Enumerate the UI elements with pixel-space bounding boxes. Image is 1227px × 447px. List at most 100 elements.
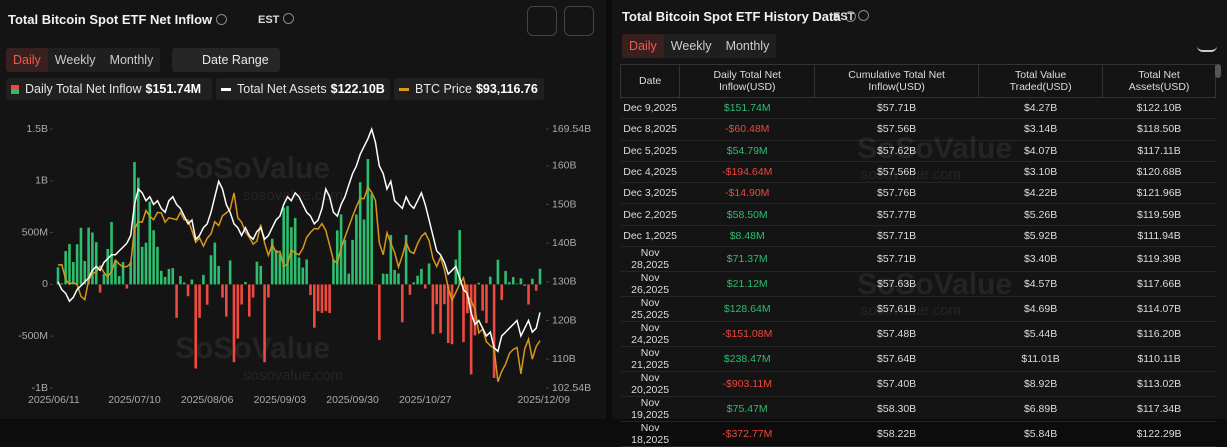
y-tick-label: 0 (42, 278, 48, 290)
table-cell: $57.56B (814, 161, 979, 184)
bar (477, 282, 481, 285)
bar (431, 284, 435, 335)
bar (75, 244, 79, 285)
bar (194, 284, 198, 369)
bar (244, 282, 247, 285)
x-tick-label: 2025/09/03 (254, 394, 307, 406)
table-cell: $3.10B (978, 161, 1103, 184)
tab[interactable]: Weekly (670, 39, 712, 53)
table-cell: $57.76B (814, 182, 979, 205)
table-row: Nov 19,2025 $75.47M $58.30B $6.89B $117.34B (620, 396, 1216, 423)
info-icon[interactable] (283, 13, 295, 24)
column-header: Daily Total Net Inflow(USD) (679, 64, 816, 98)
watermark: sosovalue.com (243, 367, 343, 384)
bar (527, 284, 530, 305)
table-cell: $57.71B (814, 225, 979, 248)
bar (362, 219, 366, 285)
bar (370, 193, 373, 285)
table-row: Nov 28,2025 $71.37M $57.71B $3.40B $119.39B (620, 246, 1216, 273)
table-cell: $118.50B (1102, 118, 1216, 141)
y-tick-label: -1B (32, 382, 48, 394)
y-tick-label: -500M (18, 330, 48, 342)
bar (56, 267, 60, 285)
table-row: Nov 20,2025 -$903.11M $57.40B $8.92B $113.02… (620, 371, 1216, 398)
table-cell: Nov 18,2025 (620, 421, 680, 447)
bar (198, 284, 201, 318)
table-cell: Nov 21,2025 (620, 346, 680, 373)
bar (511, 277, 515, 285)
timezone-text: EST (258, 14, 280, 26)
bar (274, 249, 278, 285)
tab[interactable]: Monthly (725, 39, 770, 53)
y2-tick-label: 110B (552, 353, 576, 365)
table-cell: Nov 28,2025 (620, 246, 680, 273)
download-button[interactable] (1197, 32, 1217, 52)
table-row: Dec 2,2025 $58.50M $57.77B $5.26B $119.59B (620, 203, 1216, 226)
table-cell: Dec 2,2025 (620, 203, 680, 226)
tab[interactable]: Weekly (54, 53, 96, 67)
table-cell: $117.34B (1102, 396, 1216, 423)
bar (209, 255, 213, 285)
legend-item[interactable]: Total Net Assets $122.10B (216, 78, 390, 100)
legend-item[interactable]: Daily Total Net Inflow $151.74M (6, 78, 212, 100)
table-cell: $4.57B (978, 271, 1103, 298)
table-cell: $5.44B (978, 321, 1103, 348)
tab[interactable]: Daily (622, 34, 664, 58)
column-header: Date (619, 64, 681, 98)
bar (152, 230, 155, 285)
column-header: Total Net Assets(USD) (1102, 64, 1216, 98)
title-text: Total Bitcoin Spot ETF History Data (622, 9, 841, 24)
x-tick-label: 2025/09/30 (326, 394, 379, 406)
watermark: sosovalue.com (243, 187, 343, 204)
table-cell: $4.07B (978, 140, 1103, 162)
title-text: Total Bitcoin Spot ETF Net Inflow (8, 12, 213, 27)
table-cell: $122.29B (1102, 421, 1216, 447)
table-cell: $71.37M (679, 246, 815, 273)
info-icon[interactable] (216, 14, 228, 25)
table-cell: $117.66B (1102, 271, 1216, 298)
bar (263, 284, 266, 363)
table-cell: $57.40B (814, 371, 979, 398)
table-cell: $113.02B (1102, 371, 1216, 398)
bar (443, 284, 446, 305)
bar (117, 276, 121, 285)
share-button[interactable] (564, 6, 594, 36)
info-icon[interactable] (858, 10, 870, 21)
timezone: EST (833, 10, 870, 23)
watermark: SoSoValue (175, 332, 330, 365)
table-cell: Dec 4,2025 (620, 161, 680, 184)
date-range-button[interactable]: Date Range (172, 48, 280, 72)
bar (466, 284, 469, 314)
table-cell: $110.11B (1102, 346, 1216, 373)
bar (125, 284, 129, 289)
bar (404, 234, 408, 285)
info-icon[interactable] (844, 11, 856, 22)
legend-item[interactable]: BTC Price $93,116.76 (394, 78, 544, 100)
bar (358, 182, 362, 285)
bar (412, 282, 416, 285)
table-cell: $57.77B (814, 203, 979, 226)
bar (171, 268, 175, 285)
table-cell: $5.26B (978, 203, 1103, 226)
table-cell: $4.69B (978, 296, 1103, 323)
table-cell: $57.56B (814, 118, 979, 141)
table-cell: $122.10B (1102, 97, 1216, 120)
table-cell: $120.68B (1102, 161, 1216, 184)
table-cell: $75.47M (679, 396, 815, 423)
y2-tick-label: 140B (552, 237, 577, 249)
bar (148, 201, 152, 285)
bar (79, 227, 83, 285)
bar (305, 259, 308, 285)
table-cell: -$151.08M (679, 321, 815, 348)
fullscreen-button[interactable] (527, 6, 557, 36)
bar (129, 261, 132, 285)
bar (106, 248, 110, 285)
table-cell: $3.14B (978, 118, 1103, 141)
bar (538, 268, 542, 285)
tab[interactable]: Daily (6, 48, 48, 72)
table-cell: $119.39B (1102, 246, 1216, 273)
table-cell: $57.64B (814, 346, 979, 373)
bar (450, 284, 454, 345)
scrollbar[interactable] (1215, 64, 1221, 78)
tab[interactable]: Monthly (109, 53, 154, 67)
